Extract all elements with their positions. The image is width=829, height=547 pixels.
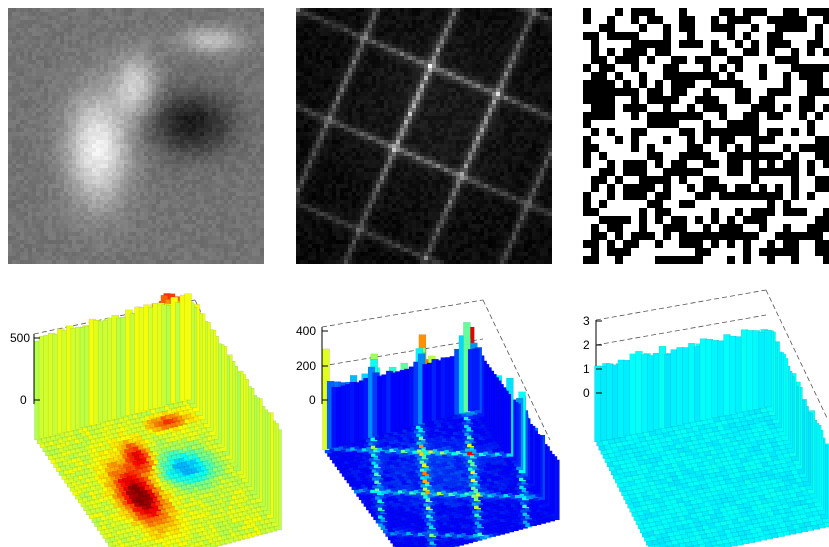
surface-column xyxy=(764,329,772,408)
surface-column xyxy=(184,293,192,401)
z-axis-ticks-3: 3 2 1 0 xyxy=(583,314,602,400)
z-tick-label: 0 xyxy=(583,386,590,400)
surface-mesh-2 xyxy=(322,322,560,547)
binary-noise-image xyxy=(583,8,829,264)
z-tick-label: 1 xyxy=(583,362,590,376)
surface-column xyxy=(472,348,480,411)
edge-response-image xyxy=(296,8,552,264)
surface-plot-2: 400 200 0 xyxy=(296,299,560,547)
z-axis-ticks-2: 400 200 0 xyxy=(296,324,328,407)
z-tick-label: 400 xyxy=(296,324,316,338)
z-tick-label: 2 xyxy=(583,338,590,352)
z-tick-label: 3 xyxy=(583,314,590,328)
surface-mesh-1 xyxy=(34,293,282,547)
surface-plot-1: 500 0 xyxy=(10,293,282,547)
z-axis-ticks-1: 500 0 xyxy=(10,331,40,407)
z-tick-label: 0 xyxy=(309,393,316,407)
surface-plot-3: 3 2 1 0 xyxy=(583,289,829,547)
z-tick-label: 200 xyxy=(296,359,316,373)
z-tick-label: 0 xyxy=(20,393,27,407)
z-tick-label: 500 xyxy=(10,331,30,345)
grayscale-image xyxy=(8,8,264,264)
surface-mesh-3 xyxy=(594,329,829,547)
